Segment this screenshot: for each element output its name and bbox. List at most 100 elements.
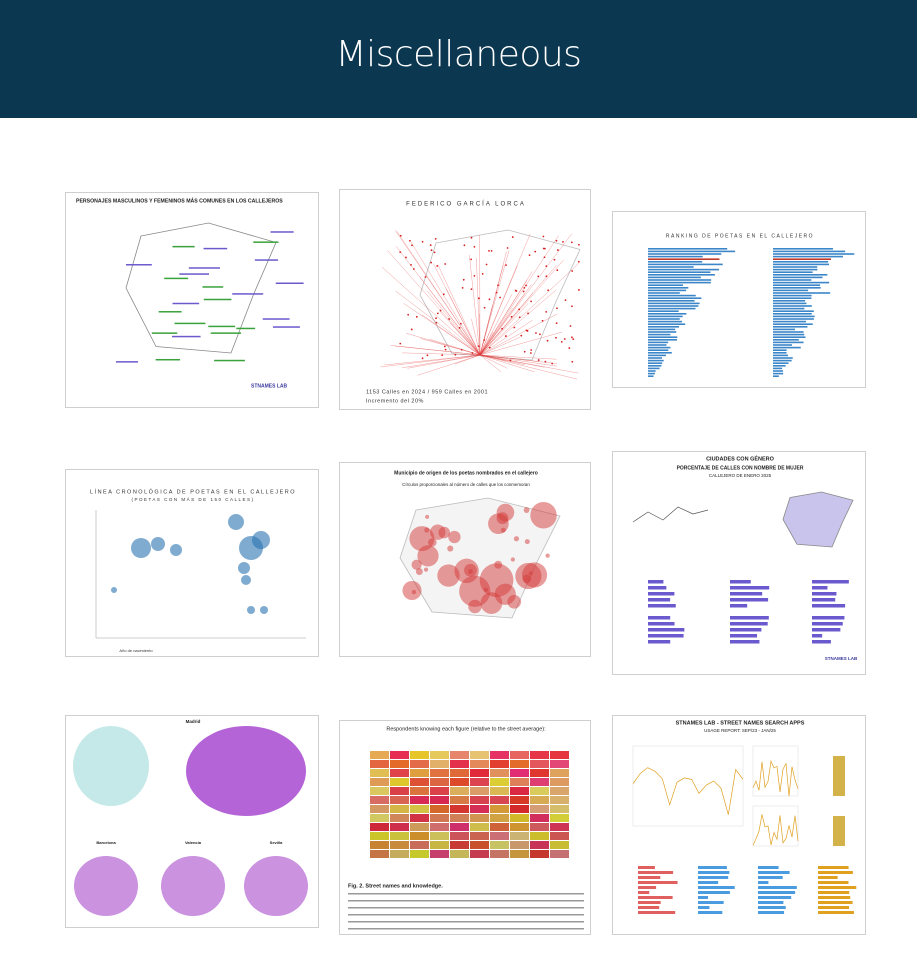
decor xyxy=(530,778,549,786)
decor xyxy=(550,832,569,840)
decor xyxy=(450,814,469,822)
decor xyxy=(773,300,806,302)
decor xyxy=(481,272,484,275)
decor xyxy=(479,354,558,367)
decor xyxy=(430,850,449,858)
thumbnail[interactable]: STNAMES LAB - STREET NAMES SEARCH APPS US… xyxy=(612,715,866,935)
decor xyxy=(479,354,508,369)
decor xyxy=(773,328,796,331)
decor xyxy=(399,234,402,237)
thumbnail[interactable]: FEDERICO GARCÍA LORCA 1153 Calles en 2024… xyxy=(339,189,591,410)
decor xyxy=(479,292,534,356)
decor xyxy=(477,297,480,300)
decor xyxy=(210,332,242,334)
decor xyxy=(530,502,557,529)
decor xyxy=(411,559,422,570)
decor xyxy=(348,907,584,909)
decor xyxy=(444,348,447,351)
decor xyxy=(420,338,481,356)
decor xyxy=(510,760,529,768)
decor xyxy=(758,881,769,884)
decor xyxy=(202,286,224,288)
decor xyxy=(773,336,806,338)
decor xyxy=(479,250,510,356)
decor xyxy=(698,911,723,914)
decor xyxy=(470,769,489,777)
thumbnail[interactable]: Respondents knowing each figure (relativ… xyxy=(339,720,591,935)
decor xyxy=(541,319,544,322)
decor xyxy=(253,241,279,243)
thumbnail[interactable]: PERSONAJES MASCULINOS Y FEMENINOS MÁS CO… xyxy=(65,192,319,408)
decor xyxy=(470,760,489,768)
decor xyxy=(570,241,573,244)
decor xyxy=(638,906,660,909)
decor xyxy=(773,261,829,263)
decor xyxy=(390,850,409,858)
decor xyxy=(506,247,509,249)
decor xyxy=(510,850,529,858)
decor xyxy=(571,305,573,308)
decor xyxy=(479,354,545,368)
decor xyxy=(494,583,516,605)
decor xyxy=(698,896,709,899)
decor xyxy=(499,296,501,299)
decor xyxy=(510,315,513,318)
decor xyxy=(454,558,479,584)
decor xyxy=(479,354,525,365)
decor xyxy=(648,622,675,626)
thumbnail-text: Incremento del 20% xyxy=(366,398,424,404)
decor xyxy=(568,347,571,349)
decor xyxy=(514,289,517,292)
decor xyxy=(833,816,845,846)
decor xyxy=(429,244,432,247)
decor xyxy=(632,506,709,523)
decor xyxy=(530,832,549,840)
decor xyxy=(550,841,569,849)
decor xyxy=(488,249,490,252)
decor xyxy=(426,354,429,357)
decor xyxy=(406,332,481,356)
decor xyxy=(479,354,502,373)
decor xyxy=(773,362,789,364)
decor xyxy=(483,339,486,341)
decor xyxy=(648,333,671,336)
decor xyxy=(244,856,308,916)
thumbnail[interactable]: Municipio de origen de los poetas nombra… xyxy=(339,462,591,657)
decor xyxy=(131,538,151,558)
decor xyxy=(578,289,580,291)
thumbnail[interactable]: RANKING DE POETAS EN EL CALLEJERO xyxy=(612,211,866,388)
thumbnail[interactable]: LÍNEA CRONOLÓGICA DE POETAS EN EL CALLEJ… xyxy=(65,469,319,657)
decor xyxy=(407,313,410,316)
decor xyxy=(429,338,481,356)
thumbnail[interactable]: Madrid Barcelona Valencia Sevilla xyxy=(65,715,319,928)
decor xyxy=(158,311,182,313)
decor xyxy=(415,568,423,576)
decor xyxy=(638,881,678,884)
decor xyxy=(380,354,481,368)
decor xyxy=(648,326,680,328)
decor xyxy=(479,235,559,356)
decor xyxy=(648,336,678,338)
decor xyxy=(530,823,549,831)
decor xyxy=(470,796,489,804)
decor xyxy=(510,751,529,759)
decor xyxy=(773,271,813,273)
decor xyxy=(530,751,549,759)
decor xyxy=(571,336,573,339)
decor xyxy=(214,359,245,362)
decor xyxy=(370,751,389,759)
decor xyxy=(648,628,685,632)
decor xyxy=(430,760,449,768)
decor xyxy=(436,312,439,315)
thumbnail[interactable]: CIUDADES CON GÉNERO PORCENTAJE DE CALLES … xyxy=(612,451,866,675)
decor xyxy=(542,235,545,238)
decor xyxy=(161,856,225,916)
thumbnail-image: FEDERICO GARCÍA LORCA 1153 Calles en 2024… xyxy=(366,201,581,404)
decor xyxy=(638,866,655,869)
thumbnail-text: (POETAS CON MÁS DE 150 CALLES) xyxy=(132,496,255,502)
decor xyxy=(557,249,559,251)
decor xyxy=(435,317,437,320)
decor xyxy=(546,339,549,342)
decor xyxy=(818,866,849,869)
decor xyxy=(698,886,735,889)
